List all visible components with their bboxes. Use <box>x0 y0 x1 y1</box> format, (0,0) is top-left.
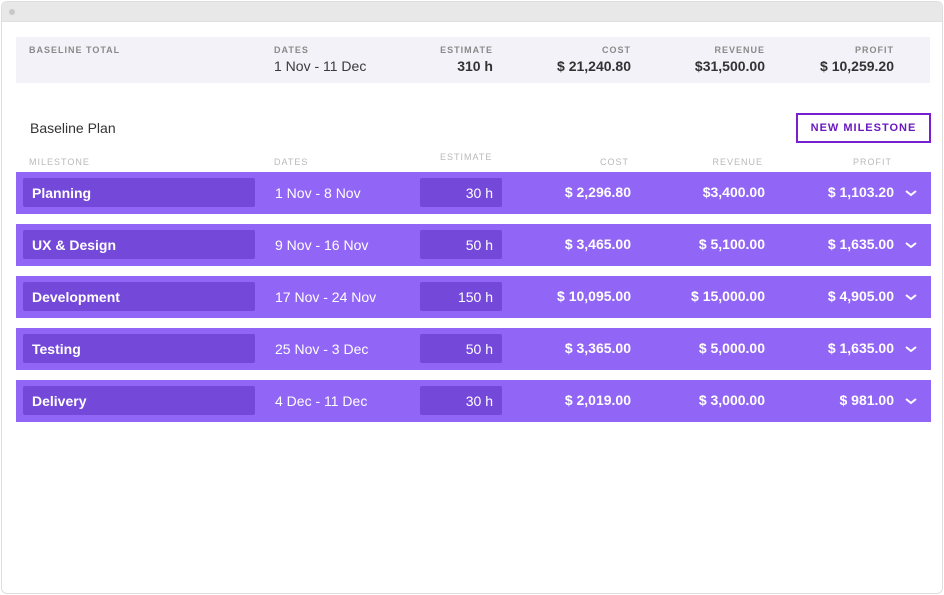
summary-cost-label: COST <box>601 45 631 55</box>
col-cost: COST <box>599 157 629 167</box>
milestone-revenue: $3,400.00 <box>702 184 765 200</box>
milestone-name-field[interactable]: UX & Design <box>23 230 255 259</box>
chevron-down-icon[interactable] <box>905 343 917 355</box>
milestone-name: Planning <box>32 185 92 201</box>
milestone-cost: $ 3,365.00 <box>564 340 631 356</box>
milestone-profit: $ 1,635.00 <box>827 236 894 252</box>
milestone-list: Planning 1 Nov - 8 Nov 30 h $ 2,296.80 $… <box>16 172 931 432</box>
milestone-name: Development <box>32 289 120 305</box>
milestone-estimate-field[interactable]: 150 h <box>420 282 502 311</box>
milestone-name-field[interactable]: Delivery <box>23 386 255 415</box>
milestone-revenue: $ 5,100.00 <box>698 236 765 252</box>
chevron-down-icon[interactable] <box>905 239 917 251</box>
milestone-dates: 25 Nov - 3 Dec <box>275 341 369 357</box>
milestone-estimate: 50 h <box>465 237 493 253</box>
milestone-dates: 9 Nov - 16 Nov <box>275 237 369 253</box>
summary-profit-value: $ 10,259.20 <box>820 58 894 74</box>
chevron-down-icon[interactable] <box>905 395 917 407</box>
milestone-name-field[interactable]: Development <box>23 282 255 311</box>
milestone-row[interactable]: UX & Design 9 Nov - 16 Nov 50 h $ 3,465.… <box>16 224 931 266</box>
summary-estimate-cell: ESTIMATE 310 h <box>440 45 493 74</box>
summary-revenue-label: REVENUE <box>714 45 765 55</box>
milestone-profit: $ 981.00 <box>839 392 895 408</box>
milestone-row[interactable]: Planning 1 Nov - 8 Nov 30 h $ 2,296.80 $… <box>16 172 931 214</box>
col-estimate: ESTIMATE <box>440 152 493 162</box>
milestone-profit: $ 1,103.20 <box>827 184 894 200</box>
chevron-down-icon[interactable] <box>905 291 917 303</box>
summary-title-cell: BASELINE TOTAL <box>29 45 120 55</box>
summary-cost-value: $ 21,240.80 <box>557 58 631 74</box>
summary-cost-cell: COST $ 21,240.80 <box>557 45 631 74</box>
milestone-estimate: 30 h <box>465 185 493 201</box>
col-revenue: REVENUE <box>712 157 763 167</box>
summary-title: BASELINE TOTAL <box>29 45 121 55</box>
milestone-cost: $ 2,296.80 <box>564 184 631 200</box>
milestone-name: UX & Design <box>32 237 117 253</box>
milestone-cost: $ 2,019.00 <box>564 392 631 408</box>
new-milestone-button[interactable]: NEW MILESTONE <box>796 113 931 143</box>
summary-dates-cell: DATES 1 Nov - 11 Dec <box>274 45 366 74</box>
summary-profit-cell: PROFIT $ 10,259.20 <box>820 45 894 74</box>
milestone-dates: 1 Nov - 8 Nov <box>275 185 361 201</box>
summary-estimate-value: 310 h <box>457 58 493 74</box>
milestone-row[interactable]: Delivery 4 Dec - 11 Dec 30 h $ 2,019.00 … <box>16 380 931 422</box>
milestone-profit: $ 4,905.00 <box>827 288 894 304</box>
milestone-name-field[interactable]: Planning <box>23 178 255 207</box>
summary-revenue-cell: REVENUE $31,500.00 <box>695 45 765 74</box>
milestone-estimate-field[interactable]: 30 h <box>420 178 502 207</box>
milestone-estimate-field[interactable]: 50 h <box>420 230 502 259</box>
milestone-estimate: 150 h <box>457 289 493 305</box>
col-milestone: MILESTONE <box>29 157 90 167</box>
milestone-name: Delivery <box>32 393 87 409</box>
title-bar <box>2 2 942 22</box>
milestone-revenue: $ 5,000.00 <box>698 340 765 356</box>
col-dates: DATES <box>274 157 309 167</box>
milestone-dates: 4 Dec - 11 Dec <box>275 393 368 409</box>
milestone-row[interactable]: Testing 25 Nov - 3 Dec 50 h $ 3,365.00 $… <box>16 328 931 370</box>
summary-estimate-label: ESTIMATE <box>440 45 493 55</box>
milestone-cost: $ 10,095.00 <box>557 288 631 304</box>
summary-dates-label: DATES <box>274 45 309 55</box>
baseline-plan-title: Baseline Plan <box>30 120 116 136</box>
summary-revenue-value: $31,500.00 <box>694 58 765 74</box>
milestone-cost: $ 3,465.00 <box>564 236 631 252</box>
milestone-estimate: 30 h <box>465 393 493 409</box>
milestone-estimate: 50 h <box>465 341 493 357</box>
milestone-estimate-field[interactable]: 50 h <box>420 334 502 363</box>
baseline-summary: BASELINE TOTAL DATES 1 Nov - 11 Dec ESTI… <box>16 37 930 83</box>
milestone-revenue: $ 3,000.00 <box>698 392 765 408</box>
milestone-dates: 17 Nov - 24 Nov <box>275 289 377 305</box>
milestone-row[interactable]: Development 17 Nov - 24 Nov 150 h $ 10,0… <box>16 276 931 318</box>
milestone-revenue: $ 15,000.00 <box>691 288 765 304</box>
col-profit: PROFIT <box>853 157 892 167</box>
milestone-profit: $ 1,635.00 <box>827 340 894 356</box>
summary-profit-label: PROFIT <box>855 45 894 55</box>
milestone-name-field[interactable]: Testing <box>23 334 255 363</box>
milestone-estimate-field[interactable]: 30 h <box>420 386 502 415</box>
summary-dates-value: 1 Nov - 11 Dec <box>274 58 367 74</box>
chevron-down-icon[interactable] <box>905 187 917 199</box>
milestone-name: Testing <box>32 341 81 357</box>
window-dot-icon[interactable] <box>9 9 15 15</box>
